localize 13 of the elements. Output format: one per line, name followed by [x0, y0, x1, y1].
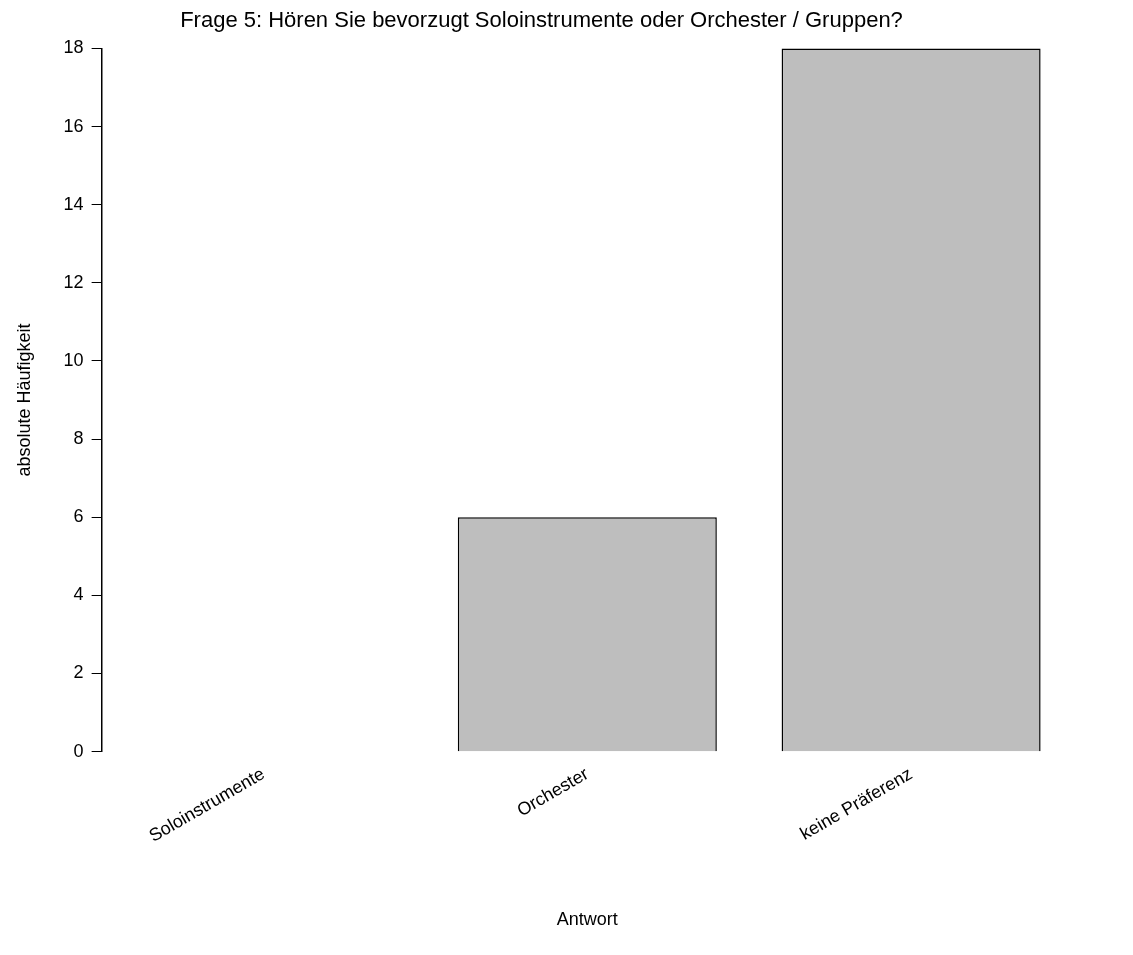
- y-tick-label: 2: [73, 662, 84, 683]
- y-tick-label: 16: [63, 115, 84, 136]
- y-tick-label: 14: [63, 193, 84, 214]
- x-axis-title: Antwort: [556, 909, 618, 930]
- y-axis-title: absolute Häufigkeit: [13, 323, 34, 477]
- y-tick-label: 18: [63, 37, 84, 58]
- y-tick-label: 8: [73, 428, 84, 449]
- y-tick-label: 0: [73, 740, 84, 761]
- y-tick-label: 4: [73, 584, 84, 605]
- y-tick-label: 12: [63, 271, 84, 292]
- y-tick-label: 10: [63, 349, 84, 370]
- chart-title: Frage 5: Hören Sie bevorzugt Soloinstrumente oder Orchester / Gruppen?: [180, 7, 903, 33]
- y-tick-label: 6: [73, 506, 84, 527]
